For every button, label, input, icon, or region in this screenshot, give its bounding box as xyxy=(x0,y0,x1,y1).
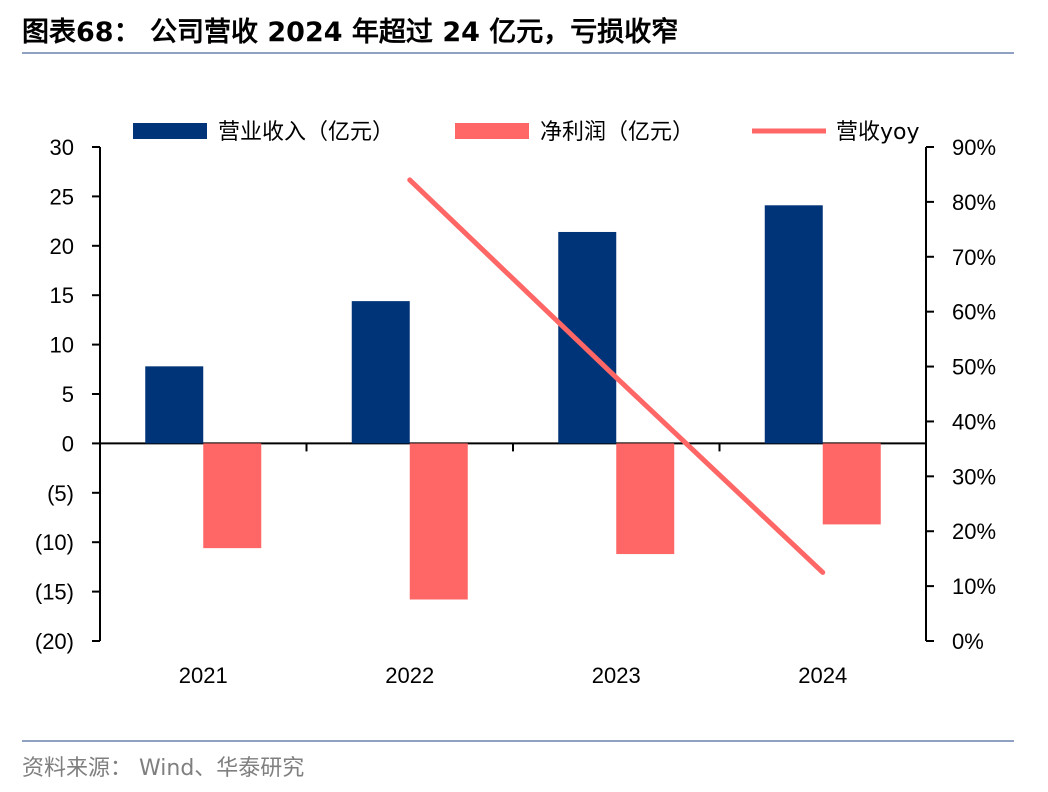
legend-profit-swatch xyxy=(455,123,529,139)
legend-yoy-label: 营收yoy xyxy=(836,120,920,145)
revenue-bar xyxy=(351,301,410,444)
right-axis-tick-label: 70% xyxy=(952,245,996,270)
legend-profit-label: 净利润（亿元） xyxy=(540,120,694,145)
right-axis-tick-label: 80% xyxy=(952,190,996,215)
right-axis-tick-label: 50% xyxy=(952,355,996,380)
right-axis-tick-label: 60% xyxy=(952,300,996,325)
net-profit-bar xyxy=(616,443,675,555)
right-axis-tick-label: 20% xyxy=(952,519,996,544)
left-axis-tick-label: (5) xyxy=(47,481,74,506)
legend-revenue-label: 营业收入（亿元） xyxy=(218,120,394,145)
left-axis-tick-label: (10) xyxy=(35,530,74,555)
right-axis-tick-label: 10% xyxy=(952,574,996,599)
right-axis-tick-label: 90% xyxy=(952,135,996,160)
yoy-series-line xyxy=(407,177,826,575)
net-profit-bar xyxy=(822,443,881,525)
revenue-bar xyxy=(558,231,617,444)
left-axis-tick-label: 30 xyxy=(50,135,74,160)
source-divider xyxy=(22,740,1014,742)
legend-revenue-swatch xyxy=(133,123,207,139)
left-axis-tick-label: 10 xyxy=(50,333,74,358)
yoy-line xyxy=(407,177,826,575)
category-label: 2023 xyxy=(592,663,641,688)
net-profit-bar xyxy=(203,443,262,549)
bars xyxy=(145,205,881,600)
revenue-bar xyxy=(764,205,823,444)
source-note: 资料来源： Wind、华泰研究 xyxy=(22,756,305,781)
left-axis-tick-label: 15 xyxy=(50,283,74,308)
category-label: 2022 xyxy=(385,663,434,688)
left-axis-tick-label: 25 xyxy=(50,184,74,209)
category-label: 2024 xyxy=(798,663,847,688)
left-axis-tick-label: 0 xyxy=(62,431,74,456)
left-axis-tick-label: 5 xyxy=(62,382,74,407)
axes: (20) (15) (10) (5) 0 5 10 15 20 25 30 0% 10% 20% 30% 40… xyxy=(35,135,996,688)
left-axis-tick-label: (20) xyxy=(35,629,74,654)
right-axis-tick-label: 40% xyxy=(952,409,996,434)
right-axis-tick-label: 0% xyxy=(952,629,984,654)
net-profit-bar xyxy=(409,443,468,600)
left-axis-tick-label: 20 xyxy=(50,234,74,259)
right-axis-tick-label: 30% xyxy=(952,464,996,489)
chart-title: 图表68： 公司营收 2024 年超过 24 亿元，亏损收窄 xyxy=(22,17,679,48)
category-label: 2021 xyxy=(179,663,228,688)
revenue-bar xyxy=(145,366,204,444)
left-axis-tick-label: (15) xyxy=(35,580,74,605)
legend: 营业收入（亿元） 净利润（亿元） 营收yoy xyxy=(133,120,920,145)
title-divider xyxy=(22,52,1014,54)
chart-svg: 营业收入（亿元） 净利润（亿元） 营收yoy (20) (15) (10) (5) 0 5 10… xyxy=(35,120,996,688)
